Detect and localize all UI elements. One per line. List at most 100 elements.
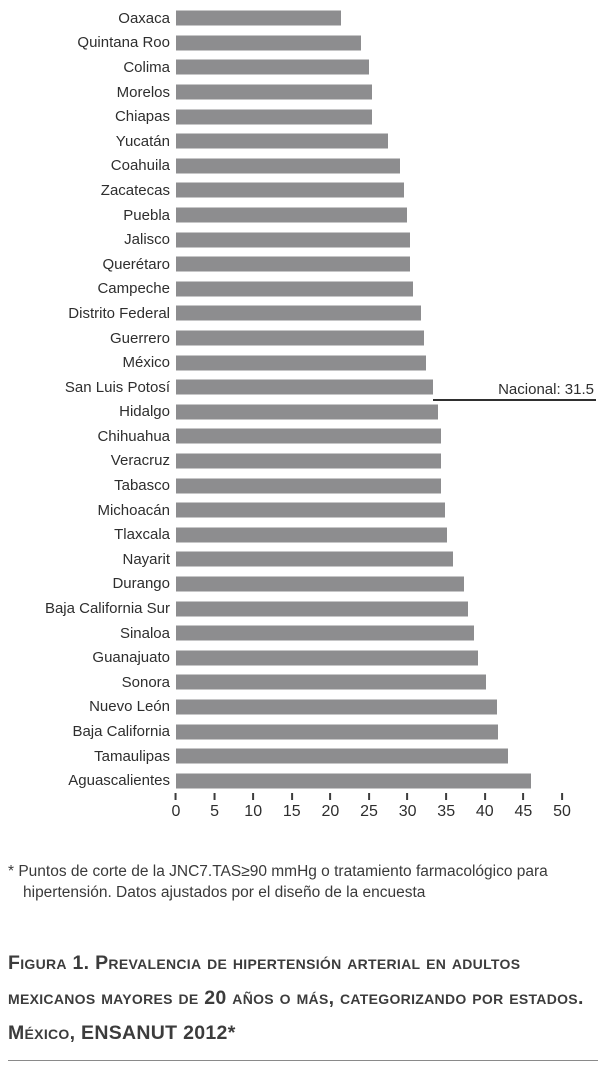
chart-footnote: * Puntos de corte de la JNC7.TAS≥90 mmHg… [8,863,548,902]
tick-label: 15 [282,803,301,820]
bar-track [176,400,584,425]
bar [176,35,362,51]
bar-row: Aguascalientes [0,768,584,793]
tick-label: 35 [437,803,456,820]
bar-track [176,768,584,793]
tick-label: 0 [171,803,181,820]
bar-track [176,203,584,228]
bar-label: Yucatán [115,132,170,150]
bar [176,232,411,248]
bar-label: Baja California Sur [44,600,170,618]
bar [176,478,442,494]
bar-label: Chihuahua [97,427,170,445]
bar [176,305,421,321]
bar-row: Quintana Roo [0,31,584,56]
bar-row: Morelos [0,80,584,105]
bar [176,330,425,346]
bar-label: Sinaloa [119,624,170,642]
bar-track [176,6,584,31]
bar-label: Colima [123,58,170,76]
bar-label: Michoacán [97,501,170,519]
tick-label: 30 [398,803,417,820]
bar-label: Coahuila [110,157,170,175]
bar-label: Baja California [72,723,170,741]
bar-label: San Luis Potosí [64,378,170,396]
bar [176,724,499,740]
bar-row: Baja California Sur [0,596,584,621]
bar [176,601,469,617]
x-axis-tick: 40 [476,793,494,821]
bar-track [176,301,584,326]
bar-track [176,252,584,277]
bar-track [176,227,584,252]
bar-track [176,473,584,498]
bar [176,527,447,543]
bar-label: Durango [112,575,170,593]
national-reference-label: Nacional: 31.5 [498,380,594,398]
bar-track [176,80,584,105]
bar [176,182,405,198]
bar-track [176,719,584,744]
x-axis-tick: 5 [210,793,219,821]
bar-label: Guerrero [109,329,170,347]
national-reference-line: Nacional: 31.5 [433,381,596,401]
bar-track [176,695,584,720]
tick-label: 45 [514,803,533,820]
x-axis-tick: 0 [171,793,181,821]
bar-track [176,178,584,203]
x-axis-tick: 30 [398,793,417,821]
bar-track [176,277,584,302]
bar-label: Guanajuato [92,649,170,667]
bar-label: Sonora [121,673,170,691]
bar-track [176,596,584,621]
bar-row: Baja California [0,719,584,744]
bar-row: Nayarit [0,547,584,572]
tick-mark [367,793,370,800]
bar [176,453,442,469]
bar-row: Puebla [0,203,584,228]
tick-label: 5 [210,803,220,820]
bar-row: Veracruz [0,449,584,474]
bar-label: Puebla [123,206,170,224]
x-axis: 0 5 10 15 20 25 30 35 40 45 50 [172,793,571,825]
bar-row: Sonora [0,670,584,695]
bar-label: Tamaulipas [94,747,170,765]
bar [176,256,411,272]
x-axis-tick: 50 [553,793,571,821]
bar-row: Durango [0,572,584,597]
bar-row: Yucatán [0,129,584,154]
x-axis-tick: 25 [360,793,378,821]
bar-row: Zacatecas [0,178,584,203]
bar-track [176,31,584,56]
bar-row: Tamaulipas [0,744,584,769]
bar-track [176,104,584,129]
bar [176,773,531,789]
bar [176,699,497,715]
tick-label: 40 [475,803,494,820]
x-axis-tick: 10 [244,793,262,821]
figure-caption: Figura 1. Prevalencia de hipertensión ar… [8,951,584,1044]
bar-track [176,154,584,179]
bar-label: Veracruz [110,452,170,470]
bar-row: Jalisco [0,227,584,252]
bar-row: Querétaro [0,252,584,277]
bar-label: Hidalgo [119,403,170,421]
bar-label: Zacatecas [100,181,170,199]
bar [176,502,446,518]
bar [176,109,372,125]
bar-row: Colima [0,55,584,80]
bar-track [176,326,584,351]
bar [176,10,341,26]
bar [176,625,474,641]
bar-row: México [0,350,584,375]
bar [176,379,434,395]
tick-mark [406,793,409,800]
bar [176,133,389,149]
bar-track [176,498,584,523]
bar [176,207,407,223]
bar [176,404,438,420]
bar-label: Chiapas [114,108,170,126]
bar [176,158,400,174]
bar-track [176,645,584,670]
